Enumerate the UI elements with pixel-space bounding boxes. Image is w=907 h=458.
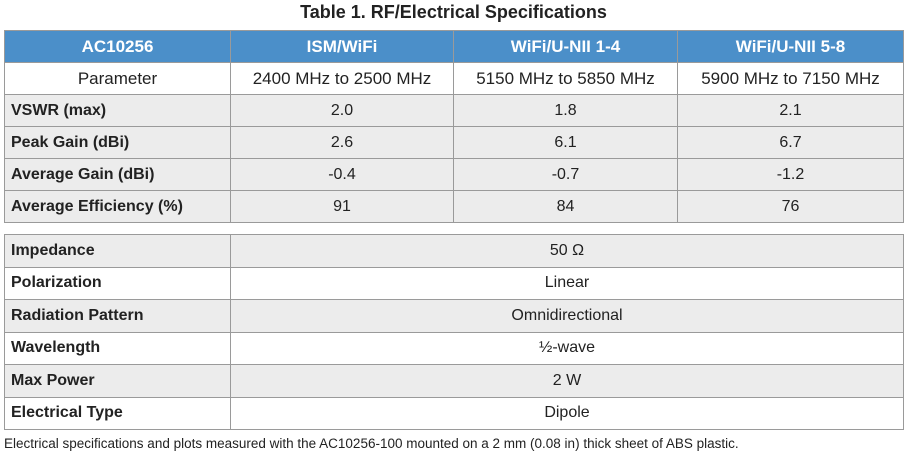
row-label: Impedance: [4, 234, 231, 268]
table-cell: 50 Ω: [230, 234, 904, 268]
table-row: Peak Gain (dBi) 2.6 6.1 6.7: [4, 126, 904, 159]
table-cell: 5900 MHz to 7150 MHz: [677, 62, 904, 95]
table-cell: -0.4: [230, 158, 454, 191]
table-cell: 5150 MHz to 5850 MHz: [453, 62, 678, 95]
table-row: Radiation Pattern Omnidirectional: [4, 299, 904, 333]
table-row: Polarization Linear: [4, 266, 904, 300]
table-row: Wavelength ½-wave: [4, 331, 904, 365]
table-cell: 2.1: [677, 94, 904, 127]
row-label: Average Gain (dBi): [4, 158, 231, 191]
row-label: Wavelength: [4, 331, 231, 365]
table-cell: 2.0: [230, 94, 454, 127]
table-cell: Linear: [230, 266, 904, 300]
table-cell: 1.8: [453, 94, 678, 127]
header-row: AC10256 ISM/WiFi WiFi/U-NII 1-4 WiFi/U-NII …: [4, 30, 904, 63]
table-row: Parameter 2400 MHz to 2500 MHz 5150 MHz to…: [4, 62, 904, 95]
table-cell: 2 W: [230, 364, 904, 398]
table-cell: ½-wave: [230, 331, 904, 365]
table-cell: 2400 MHz to 2500 MHz: [230, 62, 454, 95]
table-row: Average Gain (dBi) -0.4 -0.7 -1.2: [4, 158, 904, 191]
table-cell: 6.7: [677, 126, 904, 159]
table-row: Max Power 2 W: [4, 364, 904, 398]
row-label: Max Power: [4, 364, 231, 398]
footnote: Electrical specifications and plots meas…: [4, 436, 739, 451]
table-cell: 84: [453, 190, 678, 223]
header-cell: AC10256: [4, 30, 231, 63]
spec-table: AC10256 ISM/WiFi WiFi/U-NII 1-4 WiFi/U-NII …: [4, 30, 904, 223]
table-row: Average Efficiency (%) 91 84 76: [4, 190, 904, 223]
table-row: Electrical Type Dipole: [4, 396, 904, 430]
row-label: Average Efficiency (%): [4, 190, 231, 223]
table-cell: 76: [677, 190, 904, 223]
table-cell: Omnidirectional: [230, 299, 904, 333]
table-title: Table 1. RF/Electrical Specifications: [300, 2, 607, 22]
table-row: Impedance 50 Ω: [4, 234, 904, 268]
table-cell: 91: [230, 190, 454, 223]
row-label: Radiation Pattern: [4, 299, 231, 333]
row-label: Polarization: [4, 266, 231, 300]
row-label: Electrical Type: [4, 396, 231, 430]
table-cell: 6.1: [453, 126, 678, 159]
table-cell: 2.6: [230, 126, 454, 159]
header-cell: WiFi/U-NII 5-8: [677, 30, 904, 63]
row-label: Peak Gain (dBi): [4, 126, 231, 159]
row-label: VSWR (max): [4, 94, 231, 127]
table-cell: -1.2: [677, 158, 904, 191]
header-cell: WiFi/U-NII 1-4: [453, 30, 678, 63]
table-cell: Dipole: [230, 396, 904, 430]
table-row: VSWR (max) 2.0 1.8 2.1: [4, 94, 904, 127]
general-table: Impedance 50 Ω Polarization Linear Radiation…: [4, 234, 904, 430]
row-label: Parameter: [4, 62, 231, 95]
table-cell: -0.7: [453, 158, 678, 191]
header-cell: ISM/WiFi: [230, 30, 454, 63]
